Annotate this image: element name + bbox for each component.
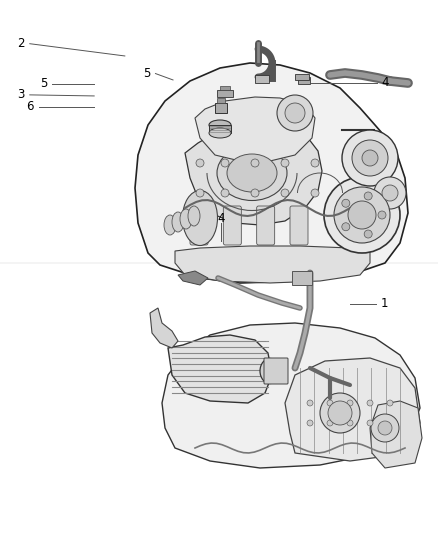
Bar xyxy=(215,103,227,113)
Circle shape xyxy=(347,400,353,406)
Text: 6: 6 xyxy=(26,100,34,113)
Bar xyxy=(217,90,233,97)
FancyBboxPatch shape xyxy=(257,206,275,245)
Text: 5: 5 xyxy=(143,67,150,80)
Circle shape xyxy=(334,187,390,243)
Bar xyxy=(220,86,230,90)
Circle shape xyxy=(221,159,229,167)
Circle shape xyxy=(251,189,259,197)
FancyBboxPatch shape xyxy=(264,358,288,384)
FancyBboxPatch shape xyxy=(223,206,241,245)
Ellipse shape xyxy=(172,212,184,232)
Circle shape xyxy=(307,400,313,406)
Circle shape xyxy=(320,393,360,433)
Circle shape xyxy=(367,420,373,426)
Circle shape xyxy=(281,189,289,197)
Circle shape xyxy=(371,414,399,442)
Circle shape xyxy=(277,95,313,131)
Circle shape xyxy=(327,400,333,406)
Bar xyxy=(217,98,225,103)
FancyBboxPatch shape xyxy=(190,206,208,245)
Polygon shape xyxy=(162,323,420,468)
Circle shape xyxy=(378,211,386,219)
Circle shape xyxy=(324,177,400,253)
Polygon shape xyxy=(178,271,208,285)
Text: 3: 3 xyxy=(18,88,25,101)
Polygon shape xyxy=(195,97,315,161)
Ellipse shape xyxy=(217,146,287,200)
Bar xyxy=(255,75,269,83)
Circle shape xyxy=(251,159,259,167)
Bar xyxy=(292,271,312,285)
Circle shape xyxy=(311,159,319,167)
Circle shape xyxy=(307,420,313,426)
Ellipse shape xyxy=(209,128,231,138)
Circle shape xyxy=(347,420,353,426)
Text: 4: 4 xyxy=(381,76,389,89)
Circle shape xyxy=(367,400,373,406)
Ellipse shape xyxy=(209,120,231,130)
Circle shape xyxy=(374,177,406,209)
Circle shape xyxy=(342,223,350,231)
Circle shape xyxy=(348,201,376,229)
Bar xyxy=(298,77,310,84)
Circle shape xyxy=(311,189,319,197)
Polygon shape xyxy=(185,123,322,225)
Circle shape xyxy=(281,159,289,167)
Circle shape xyxy=(378,421,392,435)
Bar xyxy=(295,74,309,80)
Circle shape xyxy=(328,401,352,425)
Circle shape xyxy=(352,140,388,176)
Text: 5: 5 xyxy=(40,77,47,90)
Circle shape xyxy=(362,150,378,166)
Ellipse shape xyxy=(164,215,176,235)
Polygon shape xyxy=(150,308,178,348)
Circle shape xyxy=(364,192,372,200)
Circle shape xyxy=(382,185,398,201)
Circle shape xyxy=(387,400,393,406)
Polygon shape xyxy=(285,358,420,461)
Circle shape xyxy=(342,199,350,207)
Ellipse shape xyxy=(180,209,192,229)
Ellipse shape xyxy=(188,206,200,226)
Circle shape xyxy=(342,130,398,186)
Ellipse shape xyxy=(227,154,277,192)
Polygon shape xyxy=(135,63,408,283)
Circle shape xyxy=(364,230,372,238)
Circle shape xyxy=(221,189,229,197)
Polygon shape xyxy=(175,246,370,283)
Circle shape xyxy=(196,189,204,197)
Bar xyxy=(209,125,231,133)
Circle shape xyxy=(285,103,305,123)
Polygon shape xyxy=(370,401,422,468)
Ellipse shape xyxy=(260,359,280,384)
Text: 2: 2 xyxy=(17,37,25,50)
Text: 4: 4 xyxy=(217,212,225,225)
Circle shape xyxy=(196,159,204,167)
Polygon shape xyxy=(168,335,272,403)
Circle shape xyxy=(327,420,333,426)
Text: 1: 1 xyxy=(381,297,389,310)
Ellipse shape xyxy=(183,190,218,246)
FancyBboxPatch shape xyxy=(290,206,308,245)
